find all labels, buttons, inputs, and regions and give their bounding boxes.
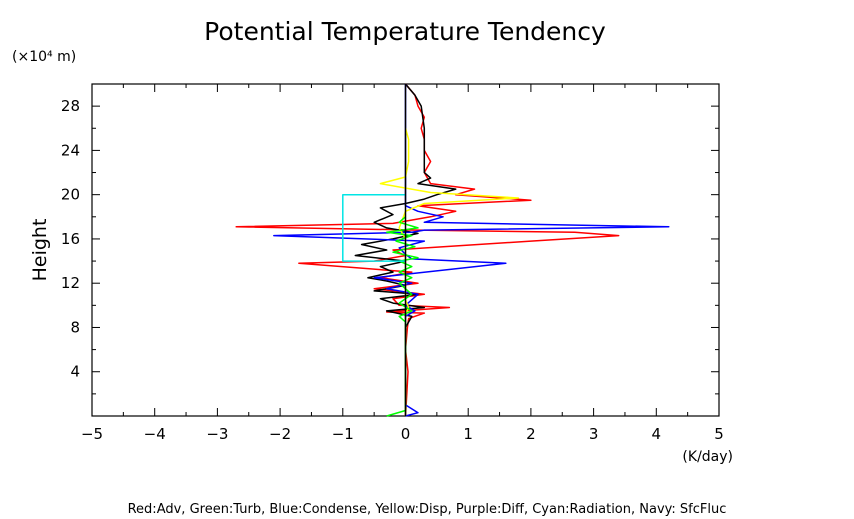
y-axis-label: Height [29, 219, 51, 282]
x-unit-label: (K/day) [682, 449, 733, 465]
y-tick-labels: 4 8 12 16 20 24 28 [61, 97, 80, 381]
x-tick-label: −3 [206, 425, 228, 443]
chart-title: Potential Temperature Tendency [204, 17, 606, 46]
y-tick-label: 20 [61, 186, 80, 204]
series-line-5 [342, 193, 406, 262]
x-tick-label: −5 [81, 425, 103, 443]
x-tick-labels: −5 −4 −3 −2 −1 0 1 2 3 4 5 [81, 425, 724, 443]
x-tick-label: −1 [332, 425, 354, 443]
x-tick-label: 2 [526, 425, 536, 443]
series-line-3 [379, 128, 520, 416]
y-tick-label: 4 [70, 363, 80, 381]
x-tick-label: 1 [463, 425, 473, 443]
y-tick-label: 8 [70, 318, 80, 336]
data-lines [235, 83, 670, 417]
x-tick-label: 3 [589, 425, 599, 443]
x-tick-label: 0 [401, 425, 411, 443]
y-unit-label: (×10⁴ m) [12, 49, 76, 65]
series-line-1 [354, 83, 457, 416]
x-tick-label: −2 [269, 425, 291, 443]
y-tick-label: 12 [61, 274, 80, 292]
series-line-2 [273, 84, 670, 417]
x-tick-label: 4 [652, 425, 662, 443]
x-tick-label: −4 [144, 425, 166, 443]
series-line-4 [385, 216, 419, 417]
y-tick-label: 28 [61, 97, 80, 115]
legend-footer: Red:Adv, Green:Turb, Blue:Condense, Yell… [128, 502, 727, 517]
y-tick-label: 16 [61, 230, 80, 248]
series-line-0 [235, 83, 620, 417]
y-tick-label: 24 [61, 141, 80, 159]
x-tick-label: 5 [714, 425, 724, 443]
